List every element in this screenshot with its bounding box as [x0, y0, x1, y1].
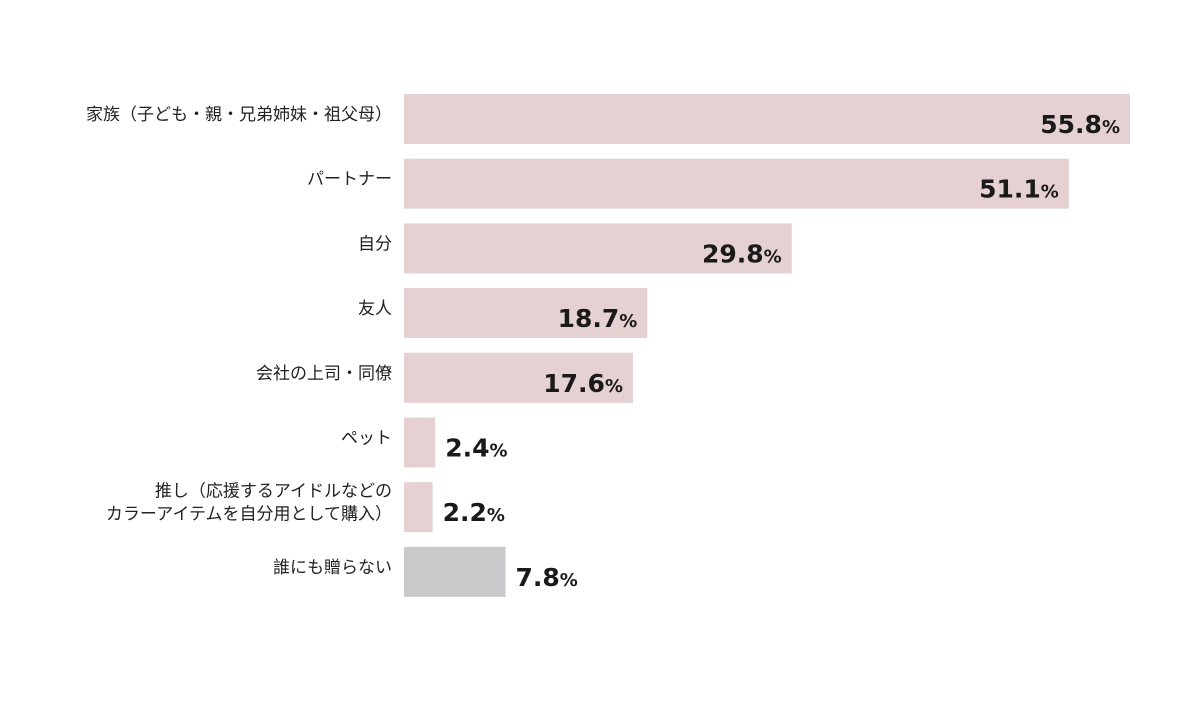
- category-label-7-line-1: 推し（応援するアイドルなどの: [155, 482, 392, 502]
- value-label-8: 7.8%: [515, 563, 577, 592]
- category-label-4: 友人: [358, 299, 392, 319]
- bar-4: [404, 288, 648, 339]
- category-label-6: ペット: [341, 429, 392, 449]
- bar-1: [404, 94, 1130, 144]
- value-label-2: 51.1%: [979, 175, 1059, 204]
- category-label-1: 家族（子ども・親・兄弟姉妹・祖父母）: [86, 105, 392, 125]
- category-label-3: 自分: [358, 234, 392, 254]
- value-label-3: 29.8%: [702, 239, 782, 268]
- value-label-7: 2.2%: [443, 498, 505, 527]
- value-label-6: 2.4%: [445, 434, 507, 463]
- bar-8: [404, 546, 506, 597]
- category-label-5: 会社の上司・同僚: [256, 364, 392, 384]
- category-label-7-line-2: カラーアイテムを自分用として購入）: [106, 505, 392, 525]
- bar-3: [404, 223, 792, 274]
- value-label-5: 17.6%: [543, 369, 623, 398]
- value-label-4: 18.7%: [558, 304, 638, 333]
- bar-6: [404, 417, 436, 468]
- value-label-1: 55.8%: [1040, 110, 1120, 139]
- category-label-2: パートナー: [307, 170, 392, 190]
- bar-2: [404, 158, 1069, 209]
- bar-7: [404, 482, 433, 533]
- bar-5: [404, 352, 633, 403]
- category-label-8: 誰にも贈らない: [273, 558, 392, 578]
